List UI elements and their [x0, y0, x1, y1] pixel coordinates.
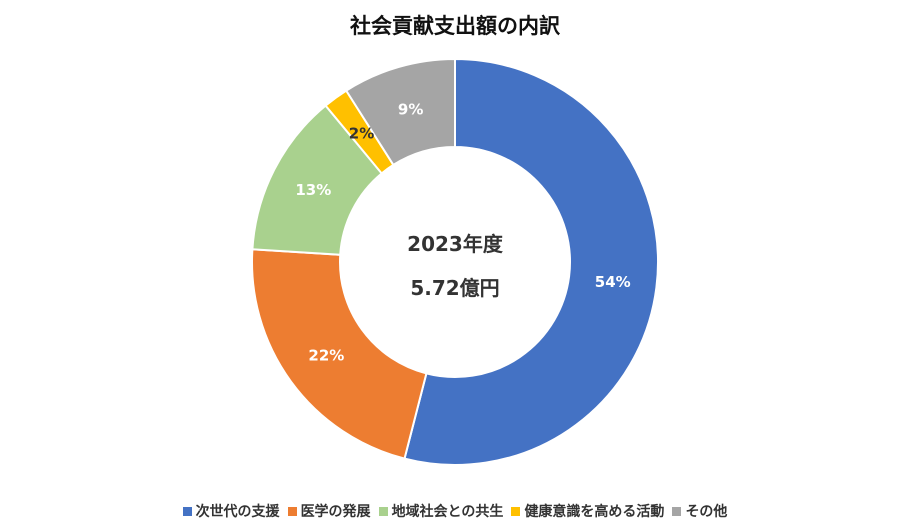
legend-label: 地域社会との共生 [391, 504, 504, 520]
legend-label: 医学の発展 [300, 504, 371, 520]
slice-medical [251, 248, 428, 460]
legend-swatch [511, 506, 521, 516]
legend-label: 健康意識を高める活動 [524, 504, 665, 520]
legend-swatch [287, 506, 297, 516]
center-amount-label: 5.72億円 [410, 276, 500, 300]
data-label-community: 13% [295, 181, 331, 199]
center-year-label: 2023年度 [407, 232, 503, 256]
legend-item-community: 地域社会との共生 [378, 501, 504, 521]
legend: 次世代の支援 医学の発展 地域社会との共生 健康意識を高める活動 その他 [0, 501, 910, 521]
slice-next-generation [403, 57, 659, 466]
legend-item-health-awareness: 健康意識を高める活動 [511, 501, 664, 521]
data-label-medical: 22% [308, 346, 344, 364]
data-label-health-awareness: 2% [349, 124, 374, 142]
legend-item-other: その他 [672, 501, 727, 521]
legend-label: 次世代の支援 [195, 504, 280, 520]
legend-label: その他 [685, 504, 728, 520]
legend-item-medical: 医学の発展 [287, 501, 371, 521]
data-label-next-generation: 54% [595, 273, 631, 291]
legend-swatch [378, 506, 388, 516]
chart-title: 社会貢献支出額の内訳 [350, 14, 560, 38]
data-label-other: 9% [398, 100, 423, 118]
legend-item-next-generation: 次世代の支援 [182, 501, 280, 521]
legend-swatch [182, 506, 192, 516]
legend-swatch [672, 506, 682, 516]
slice-other [344, 57, 456, 167]
